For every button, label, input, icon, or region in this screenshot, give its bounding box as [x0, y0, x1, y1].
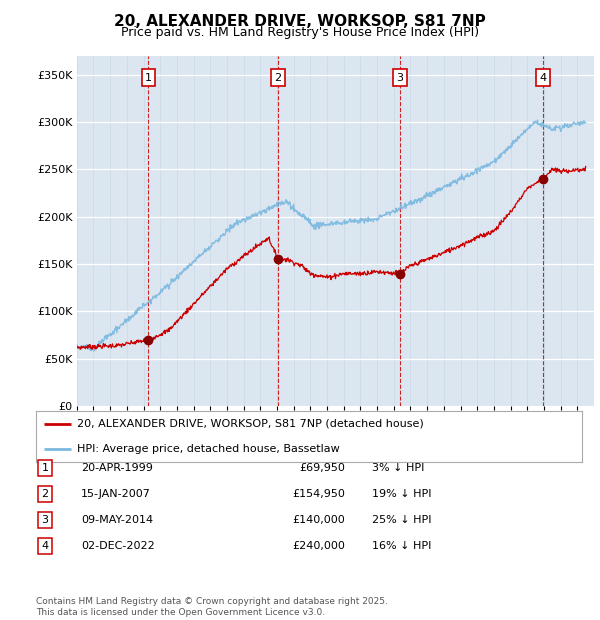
Text: £69,950: £69,950: [299, 463, 345, 473]
Text: HPI: Average price, detached house, Bassetlaw: HPI: Average price, detached house, Bass…: [77, 444, 340, 454]
Text: £154,950: £154,950: [292, 489, 345, 499]
Text: 2: 2: [274, 73, 281, 82]
Text: 09-MAY-2014: 09-MAY-2014: [81, 515, 153, 525]
Text: Contains HM Land Registry data © Crown copyright and database right 2025.
This d: Contains HM Land Registry data © Crown c…: [36, 598, 388, 617]
Text: Price paid vs. HM Land Registry's House Price Index (HPI): Price paid vs. HM Land Registry's House …: [121, 26, 479, 39]
Text: 4: 4: [41, 541, 49, 551]
Text: 4: 4: [539, 73, 546, 82]
Text: 02-DEC-2022: 02-DEC-2022: [81, 541, 155, 551]
Text: 25% ↓ HPI: 25% ↓ HPI: [372, 515, 431, 525]
Text: £140,000: £140,000: [292, 515, 345, 525]
Text: 19% ↓ HPI: 19% ↓ HPI: [372, 489, 431, 499]
Text: 3: 3: [396, 73, 403, 82]
Text: 1: 1: [41, 463, 49, 473]
Text: 16% ↓ HPI: 16% ↓ HPI: [372, 541, 431, 551]
Text: 3% ↓ HPI: 3% ↓ HPI: [372, 463, 424, 473]
Text: 3: 3: [41, 515, 49, 525]
Text: 1: 1: [145, 73, 152, 82]
Text: 20, ALEXANDER DRIVE, WORKSOP, S81 7NP: 20, ALEXANDER DRIVE, WORKSOP, S81 7NP: [114, 14, 486, 29]
Text: 20-APR-1999: 20-APR-1999: [81, 463, 153, 473]
Text: 2: 2: [41, 489, 49, 499]
Text: £240,000: £240,000: [292, 541, 345, 551]
Text: 20, ALEXANDER DRIVE, WORKSOP, S81 7NP (detached house): 20, ALEXANDER DRIVE, WORKSOP, S81 7NP (d…: [77, 418, 424, 429]
Text: 15-JAN-2007: 15-JAN-2007: [81, 489, 151, 499]
